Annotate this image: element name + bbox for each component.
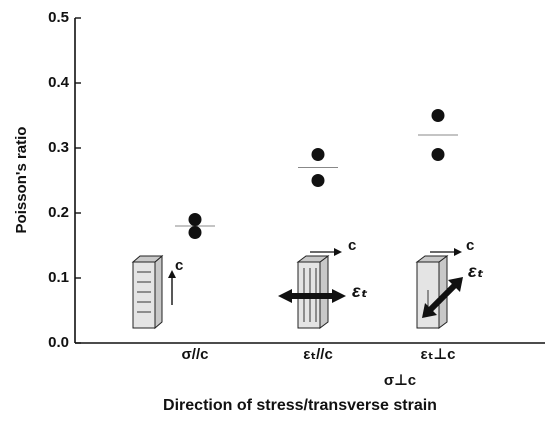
data-point [312,174,325,187]
group-label: σ⊥c [384,372,416,389]
y-tick-label: 0.5 [48,9,69,26]
annotation: εₜ [468,261,484,281]
x-axis-label: Direction of stress/transverse strain [163,397,437,414]
data-point [189,226,202,239]
data-point [432,109,445,122]
specimen-icon [417,248,463,328]
specimen-icon [278,248,346,328]
y-tick-label: 0.3 [48,139,69,156]
chart: Poisson's ratio Direction of stress/tran… [0,0,547,417]
y-tick-label: 0.0 [48,334,69,351]
annotation: c [466,237,474,254]
x-tick-label: εₜ⊥c [421,346,456,363]
y-axis-label: Poisson's ratio [13,127,30,234]
x-tick-label: εₜ//c [303,346,333,363]
annotation: c [175,257,183,274]
y-tick-label: 0.1 [48,269,69,286]
y-tick-label: 0.4 [48,74,70,91]
x-tick-label: σ//c [182,346,209,363]
specimen-icon [133,256,176,328]
annotation: εₜ [352,281,368,301]
data-point [189,213,202,226]
y-tick-label: 0.2 [48,204,69,221]
data-point [312,148,325,161]
data-point [432,148,445,161]
annotation: c [348,237,356,254]
